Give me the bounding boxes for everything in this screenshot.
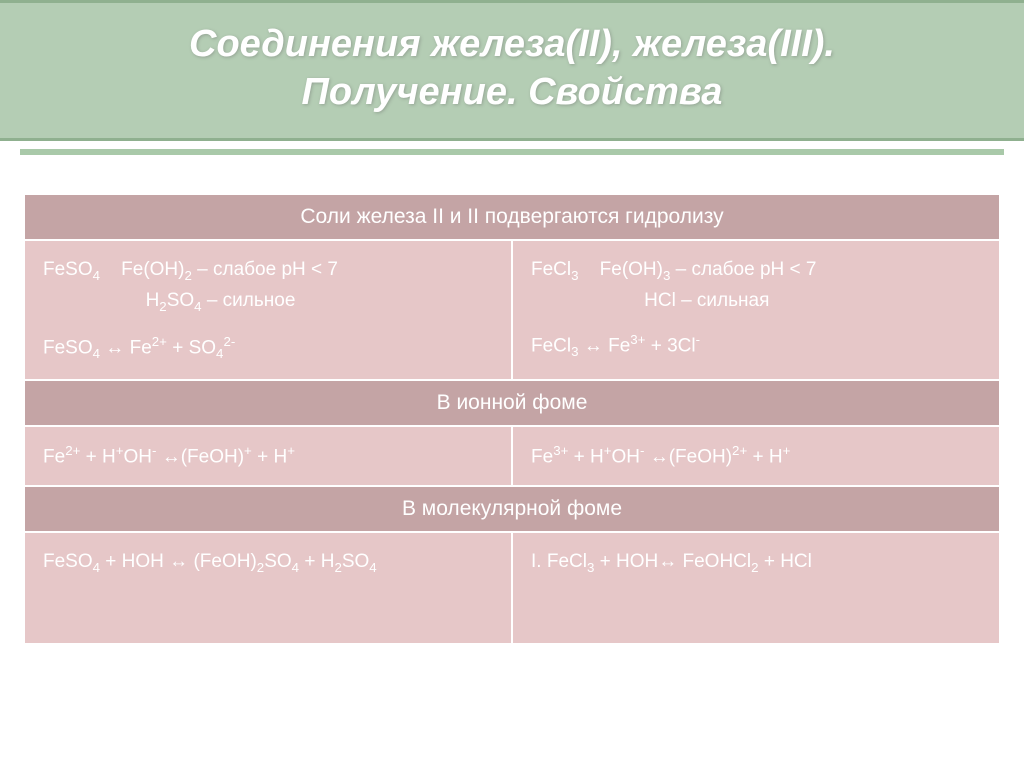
t: H (146, 290, 160, 311)
t: + HOH↔ FeOHCl (594, 551, 751, 572)
t: Fe(OH) (600, 259, 663, 280)
t: ↔(FeOH) (644, 446, 732, 467)
cell-left-2: Fe2+ + H+OH- ↔(FeOH)+ + H+ (25, 427, 513, 486)
t: + HCl (759, 551, 812, 572)
cell-right-2: Fe3+ + H+OH- ↔(FeOH)2+ + H+ (513, 427, 999, 486)
t: SO (342, 551, 369, 572)
t: HCl – сильная (644, 290, 769, 311)
t: + H (252, 446, 287, 467)
t: ↔ Fe (100, 337, 152, 358)
section1-header: Соли железа II и II подвергаются гидроли… (25, 195, 999, 241)
t: FeSO (43, 551, 93, 572)
title-line2: Получение. Свойства (302, 71, 723, 113)
content-area: Соли железа II и II подвергаются гидроли… (0, 195, 1024, 643)
t: + H (747, 446, 782, 467)
t: FeCl (531, 335, 571, 356)
t: Fe (43, 446, 65, 467)
t: Fe (531, 446, 553, 467)
t: I. FeCl (531, 551, 587, 572)
t: + H (568, 446, 603, 467)
cell-right-3: I. FeCl3 + HOH↔ FeOHCl2 + HCl (513, 533, 999, 643)
divider (20, 149, 1004, 155)
t: + H (299, 551, 334, 572)
t: SO (167, 290, 194, 311)
t: Fe(OH) (121, 259, 184, 280)
t: + 3Cl (645, 335, 695, 356)
cell-left-3: FeSO4 + HOH ↔ (FeOH)2SO4 + H2SO4 (25, 533, 513, 643)
t: SO (264, 551, 291, 572)
cell-left-1: FeSO4 Fe(OH)2 – слабое pH < 7 H2SO4 – си… (25, 241, 513, 379)
t: ↔(FeOH) (156, 446, 244, 467)
t: FeSO (43, 259, 93, 280)
cell-right-1: FeCl3 Fe(OH)3 – слабое pH < 7 HCl – силь… (513, 241, 999, 379)
row2: Fe2+ + H+OH- ↔(FeOH)+ + H+ Fe3+ + H+OH- … (25, 427, 999, 488)
section3-header: В молекулярной фоме (25, 487, 999, 533)
page-title: Соединения железа(II), железа(III). Полу… (20, 21, 1004, 116)
t: FeSO (43, 337, 93, 358)
t: – слабое pH < 7 (670, 259, 816, 280)
t: + H (80, 446, 115, 467)
row1: FeSO4 Fe(OH)2 – слабое pH < 7 H2SO4 – си… (25, 241, 999, 381)
t: OH (124, 446, 153, 467)
title-header: Соединения железа(II), железа(III). Полу… (0, 0, 1024, 141)
title-line1: Соединения железа(II), железа(III). (189, 23, 835, 65)
section2-header: В ионной фоме (25, 381, 999, 427)
t: – сильное (202, 290, 296, 311)
t: – слабое pH < 7 (192, 259, 338, 280)
row3: FeSO4 + HOH ↔ (FeOH)2SO4 + H2SO4 I. FeCl… (25, 533, 999, 643)
t: ↔ Fe (579, 335, 631, 356)
t: FeCl (531, 259, 571, 280)
t: + HOH ↔ (FeOH) (100, 551, 257, 572)
t: + SO (167, 337, 216, 358)
t: OH (612, 446, 641, 467)
